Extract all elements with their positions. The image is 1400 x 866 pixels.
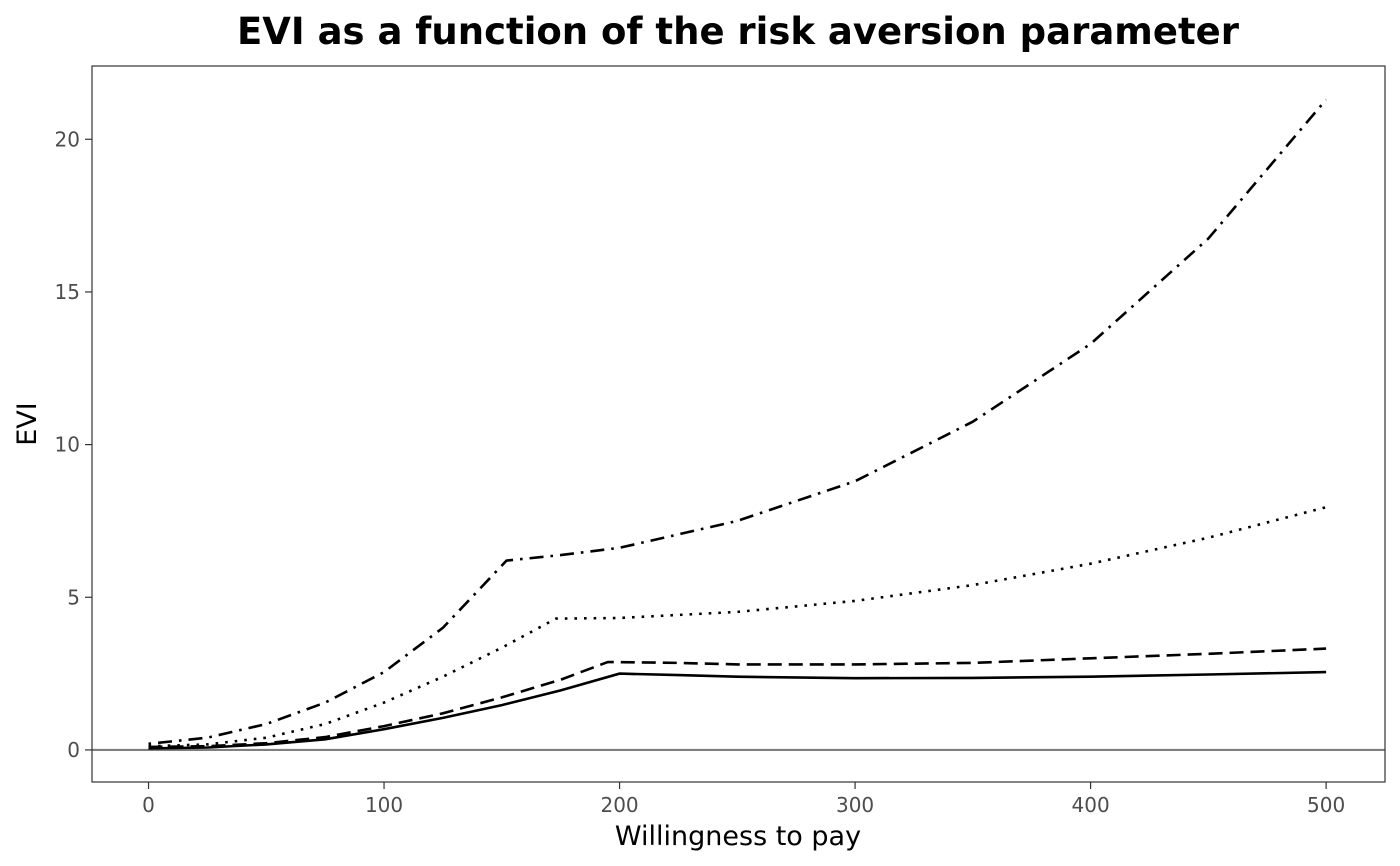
series-line-dotted — [148, 505, 1327, 748]
chart-title: EVI as a function of the risk aversion p… — [237, 10, 1240, 53]
x-tick-label: 300 — [836, 793, 874, 817]
y-tick-label: 15 — [55, 280, 80, 304]
plot-panel-border — [91, 65, 1386, 783]
x-tick-label: 500 — [1307, 793, 1345, 817]
y-tick-label: 20 — [55, 127, 80, 151]
x-tick-label: 400 — [1072, 793, 1110, 817]
x-tick-label: 100 — [365, 793, 403, 817]
y-tick-label: 10 — [55, 433, 80, 457]
x-axis: 0 100 200 300 400 500 — [142, 782, 1345, 817]
x-tick-label: 200 — [600, 793, 638, 817]
y-axis: 0 5 10 15 20 — [55, 127, 92, 762]
y-tick-label: 5 — [67, 585, 80, 609]
series-line-solid — [148, 670, 1327, 750]
y-tick-label: 0 — [67, 738, 80, 762]
series-line-dotdash — [148, 98, 1328, 746]
plot-area — [92, 98, 1385, 752]
x-axis-title: Willingness to pay — [615, 821, 861, 852]
y-axis-title: EVI — [12, 402, 43, 446]
series-line-dashed — [148, 647, 1327, 749]
x-tick-label: 0 — [142, 793, 155, 817]
